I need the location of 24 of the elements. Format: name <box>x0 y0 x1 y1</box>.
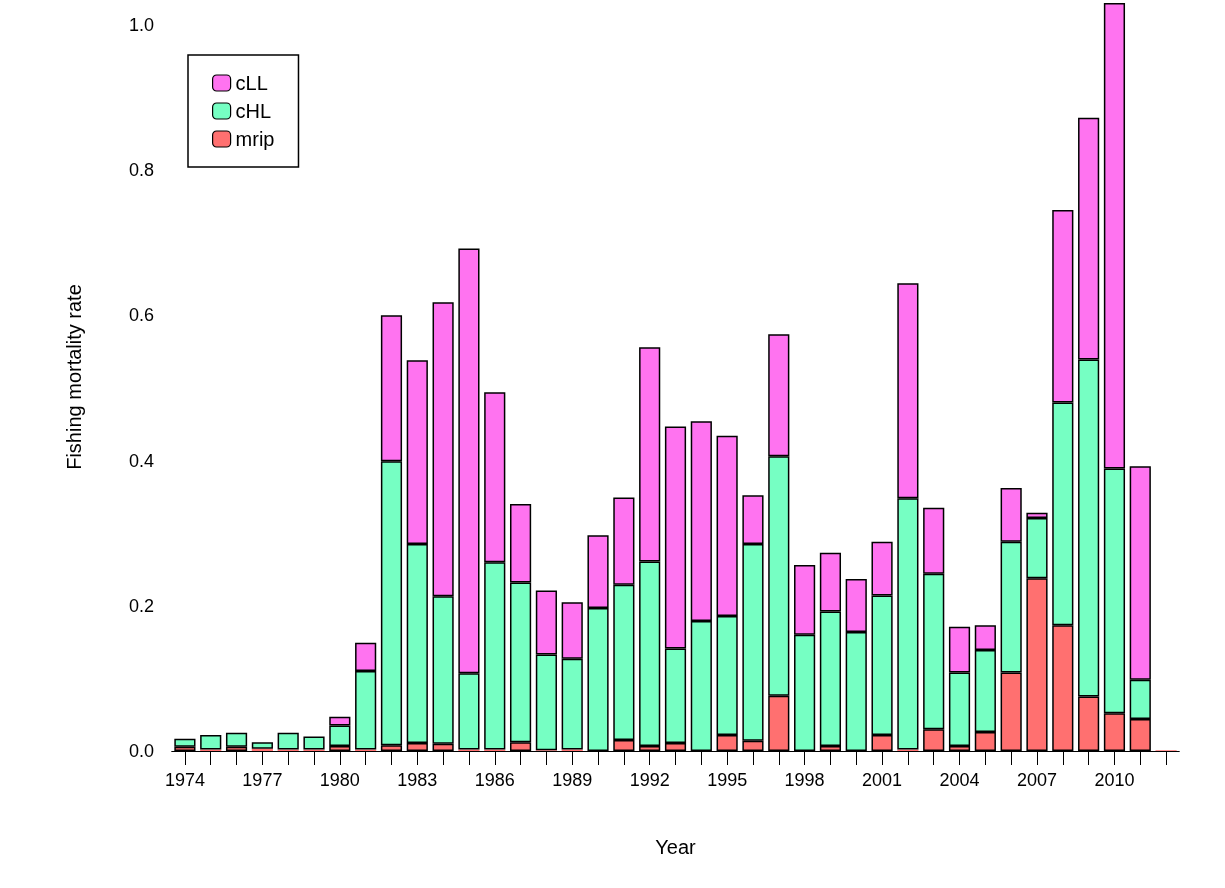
x-tick-label: 1998 <box>784 770 825 790</box>
y-tick-label: 0.8 <box>128 160 154 181</box>
x-tick-label: 1974 <box>164 770 205 790</box>
legend-label: mrip <box>235 128 275 150</box>
y-tick-label: 1.0 <box>128 14 154 35</box>
legend-label: cHL <box>235 100 272 122</box>
x-tick-label: 1995 <box>707 770 748 790</box>
legend-label: cLL <box>235 72 268 94</box>
x-tick-label: 2004 <box>939 770 980 790</box>
x-tick-label: 1992 <box>629 770 670 790</box>
y-tick-label: 0.6 <box>128 305 154 326</box>
x-tick-label: 2007 <box>1016 770 1058 790</box>
x-tick-label: 2001 <box>862 770 903 790</box>
x-tick-label: 1986 <box>474 770 515 790</box>
y-tick-label: 0.4 <box>128 450 154 471</box>
y-tick-label: 0.0 <box>128 741 154 761</box>
y-tick-label: 0.2 <box>128 595 154 616</box>
x-tick-label: 2010 <box>1094 770 1135 790</box>
x-tick-label: 1989 <box>552 770 593 790</box>
y-axis-title: Fishing mortality rate <box>63 284 85 470</box>
x-tick-label: 1980 <box>319 770 360 790</box>
x-axis-title: Year <box>655 836 697 858</box>
x-tick-label: 1983 <box>397 770 438 790</box>
x-tick-label: 1977 <box>242 770 283 790</box>
